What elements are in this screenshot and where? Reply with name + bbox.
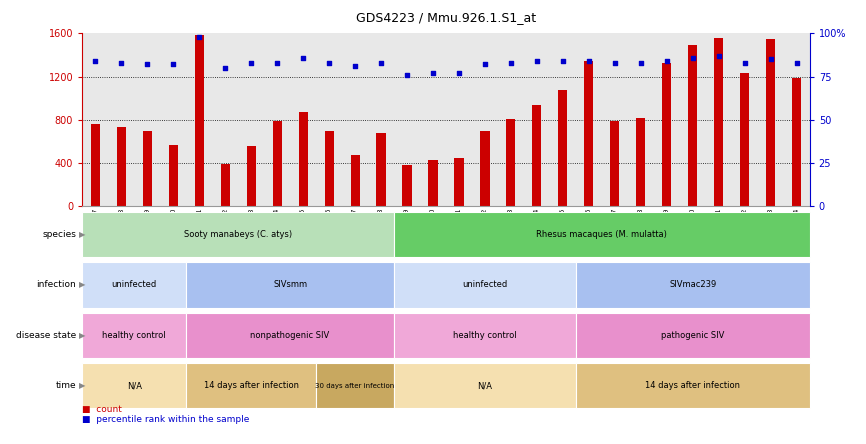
Text: 14 days after infection: 14 days after infection	[204, 381, 299, 390]
Text: SIVmac239: SIVmac239	[669, 281, 716, 289]
Bar	[221, 164, 229, 206]
Point	[426, 70, 440, 77]
Point	[556, 57, 570, 64]
Bar	[247, 146, 255, 206]
Point	[218, 64, 232, 71]
Bar	[377, 133, 385, 206]
Bar	[533, 105, 541, 206]
Bar	[585, 61, 593, 206]
Point	[374, 59, 388, 66]
Point	[712, 52, 726, 59]
Text: GDS4223 / Mmu.926.1.S1_at: GDS4223 / Mmu.926.1.S1_at	[356, 11, 536, 24]
Point	[660, 57, 674, 64]
Point	[478, 61, 492, 68]
Text: uninfected: uninfected	[112, 281, 157, 289]
Bar	[507, 119, 515, 206]
Bar	[688, 45, 697, 206]
Text: ▶: ▶	[79, 331, 86, 340]
Point	[192, 33, 206, 40]
Point	[322, 59, 336, 66]
Point	[452, 70, 466, 77]
Bar	[481, 131, 489, 206]
Point	[686, 54, 700, 61]
Point	[140, 61, 154, 68]
Point	[608, 59, 622, 66]
Text: ▶: ▶	[79, 230, 86, 239]
Bar	[714, 38, 723, 206]
Point	[764, 56, 778, 63]
Text: Sooty manabeys (C. atys): Sooty manabeys (C. atys)	[184, 230, 292, 239]
Point	[530, 57, 544, 64]
Point	[244, 59, 258, 66]
Bar	[299, 112, 307, 206]
Text: time: time	[55, 381, 76, 390]
Bar	[143, 131, 152, 206]
Text: healthy control: healthy control	[453, 331, 517, 340]
Bar	[325, 131, 333, 206]
Text: nonpathogenic SIV: nonpathogenic SIV	[250, 331, 330, 340]
Text: uninfected: uninfected	[462, 281, 507, 289]
Text: ▶: ▶	[79, 281, 86, 289]
Text: infection: infection	[36, 281, 76, 289]
Bar	[403, 165, 411, 206]
Bar	[351, 155, 359, 206]
Text: healthy control: healthy control	[102, 331, 166, 340]
Point	[400, 71, 414, 79]
Point	[270, 59, 284, 66]
Bar	[195, 36, 204, 206]
Text: ■  percentile rank within the sample: ■ percentile rank within the sample	[82, 415, 249, 424]
Point	[634, 59, 648, 66]
Text: N/A: N/A	[126, 381, 142, 390]
Text: 14 days after infection: 14 days after infection	[645, 381, 740, 390]
Bar	[169, 145, 178, 206]
Point	[582, 57, 596, 64]
Bar	[611, 121, 619, 206]
Text: disease state: disease state	[16, 331, 76, 340]
Text: SIVsmm: SIVsmm	[273, 281, 307, 289]
Point	[166, 61, 180, 68]
Bar	[740, 73, 749, 206]
Point	[88, 57, 102, 64]
Bar	[117, 127, 126, 206]
Bar	[637, 118, 645, 206]
Bar	[662, 63, 671, 206]
Point	[790, 59, 804, 66]
Text: N/A: N/A	[477, 381, 493, 390]
Bar	[273, 121, 281, 206]
Point	[114, 59, 128, 66]
Text: pathogenic SIV: pathogenic SIV	[661, 331, 725, 340]
Point	[348, 63, 362, 70]
Bar	[792, 78, 801, 206]
Text: Rhesus macaques (M. mulatta): Rhesus macaques (M. mulatta)	[536, 230, 668, 239]
Point	[296, 54, 310, 61]
Text: ■  count: ■ count	[82, 405, 122, 414]
Bar	[766, 39, 775, 206]
Point	[738, 59, 752, 66]
Bar	[455, 158, 463, 206]
Text: ▶: ▶	[79, 381, 86, 390]
Text: 30 days after infection: 30 days after infection	[315, 383, 395, 388]
Bar	[91, 124, 100, 206]
Bar	[429, 160, 437, 206]
Text: species: species	[42, 230, 76, 239]
Bar	[559, 90, 567, 206]
Point	[504, 59, 518, 66]
